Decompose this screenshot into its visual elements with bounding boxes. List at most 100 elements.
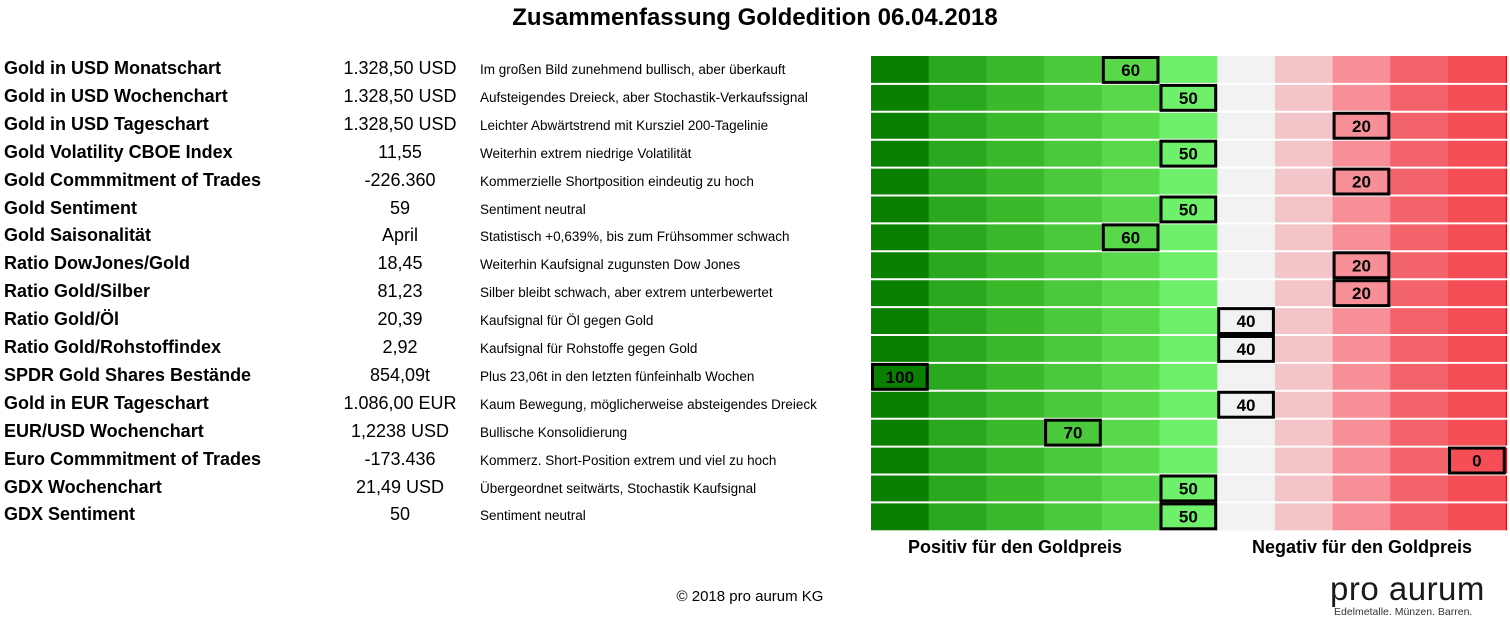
indicator-row: Gold in EUR Tageschart 1.086,00 EUR Kaum B… <box>0 389 870 417</box>
scale-column-6 <box>1217 56 1276 531</box>
indicator-value: 1.328,50 USD <box>343 58 457 78</box>
indicator-comment: Übergeordnet seitwärts, Stochastik Kaufs… <box>480 480 757 496</box>
indicator-label: SPDR Gold Shares Bestände <box>4 364 252 385</box>
logo-tagline: Edelmetalle. Münzen. Barren. <box>1334 606 1473 618</box>
indicator-value: -173.436 <box>364 448 436 469</box>
indicator-label: GDX Wochenchart <box>4 476 162 497</box>
score-marker-box <box>1332 111 1391 140</box>
score-marker: 50 <box>1159 474 1218 503</box>
score-marker-box <box>1448 446 1506 475</box>
indicator-value: 50 <box>389 504 411 525</box>
score-marker: 40 <box>1217 307 1275 336</box>
score-marker: 20 <box>1332 111 1391 140</box>
indicator-comment: Sentiment neutral <box>480 201 586 217</box>
indicator-comment: Bullische Konsolidierung <box>480 424 628 440</box>
score-marker: 40 <box>1217 390 1275 419</box>
indicator-row: Ratio Gold/Silber 81,23 Silber bleibt schw… <box>0 277 870 305</box>
indicator-label: Gold Commmitment of Trades <box>4 169 262 190</box>
score-value: 50 <box>1179 89 1198 108</box>
indicator-comment: Weiterhin Kaufsignal zugunsten Dow Jones <box>480 257 741 273</box>
scale-column-0 <box>871 56 930 531</box>
indicator-comment: Kommerzielle Shortposition eindeutig zu … <box>480 173 754 189</box>
indicator-row: Euro Commmitment of Trades -173.436 Kommer… <box>0 445 870 473</box>
score-marker: 50 <box>1159 139 1218 168</box>
indicator-comment: Im großen Bild zunehmend bullisch, aber … <box>480 62 786 77</box>
indicator-value: 2,92 <box>382 337 418 357</box>
score-marker: 50 <box>1159 83 1218 112</box>
score-value: 20 <box>1352 173 1371 192</box>
score-marker-box <box>871 362 929 391</box>
scale-column-5 <box>1159 56 1218 531</box>
score-value: 40 <box>1237 312 1256 331</box>
indicator-label: Gold in USD Tageschart <box>4 113 209 134</box>
scale-column-9 <box>1390 56 1449 531</box>
indicator-label: Gold Saisonalität <box>4 225 152 246</box>
score-marker-box <box>1332 167 1391 196</box>
score-marker-box <box>1101 223 1160 252</box>
score-marker: 20 <box>1332 167 1391 196</box>
indicator-value: 21,49 USD <box>355 476 445 497</box>
indicator-label: Ratio DowJones/Gold <box>4 253 191 274</box>
indicator-label: Euro Commmitment of Trades <box>4 448 262 469</box>
scale-column-4 <box>1101 56 1160 531</box>
indicator-row: SPDR Gold Shares Bestände 854,09t Plus 23,… <box>0 361 870 389</box>
score-marker: 70 <box>1044 418 1102 447</box>
score-value: 60 <box>1121 61 1140 80</box>
score-marker: 20 <box>1332 279 1391 308</box>
indicator-label: Ratio Gold/Rohstoffindex <box>4 337 221 357</box>
indicator-label: Gold Sentiment <box>4 197 138 218</box>
score-marker: 40 <box>1217 335 1275 363</box>
indicator-row: Ratio Gold/Rohstoffindex 2,92 Kaufsignal f… <box>0 333 870 361</box>
positive-axis-label: Positiv für den Goldpreis <box>907 537 1123 557</box>
score-marker: 100 <box>871 362 929 391</box>
score-marker: 60 <box>1101 223 1160 252</box>
indicator-label: GDX Sentiment <box>4 504 136 525</box>
scale-column-8 <box>1332 56 1391 531</box>
scale-column-7 <box>1274 56 1334 531</box>
score-marker-box <box>1101 56 1160 84</box>
indicator-row: Gold in USD Wochenchart 1.328,50 USD Aufst… <box>0 82 870 110</box>
score-value: 20 <box>1352 284 1371 303</box>
score-value: 70 <box>1063 424 1082 443</box>
score-marker-box <box>1159 195 1218 224</box>
indicator-row: GDX Sentiment 50 Sentiment neutral <box>0 500 870 528</box>
score-value: 50 <box>1179 507 1198 526</box>
indicator-label: Ratio Gold/Öl <box>4 309 119 330</box>
indicator-row: Gold Sentiment 59 Sentiment neutral <box>0 194 870 222</box>
indicator-comment: Silber bleibt schwach, aber extrem unter… <box>480 285 773 301</box>
indicator-comment: Aufsteigendes Dreieck, aber Stochastik-V… <box>480 89 808 105</box>
score-marker: 20 <box>1332 251 1391 280</box>
indicator-value: 1.328,50 USD <box>343 85 457 106</box>
score-value: 50 <box>1179 479 1198 498</box>
indicator-row: Gold in USD Monatschart 1.328,50 USD Im gr… <box>0 54 870 82</box>
indicator-value: 1.086,00 EUR <box>343 392 457 413</box>
indicator-row: Gold Saisonalität April Statistisch +0,639… <box>0 221 870 249</box>
indicator-label: EUR/USD Wochenchart <box>4 420 204 441</box>
score-marker-box <box>1217 307 1275 336</box>
score-marker-box <box>1332 279 1391 308</box>
indicator-comment: Leichter Abwärtstrend mit Kursziel 200-T… <box>480 117 769 133</box>
indicator-comment: Kaufsignal für Rohstoffe gegen Gold <box>480 341 698 356</box>
score-marker-box <box>1217 390 1275 419</box>
indicator-label: Gold in USD Wochenchart <box>4 85 228 106</box>
score-marker-box <box>1044 418 1102 447</box>
negative-axis-label: Negativ für den Goldpreis <box>1251 537 1473 557</box>
score-value: 100 <box>886 368 914 387</box>
indicator-row: Ratio DowJones/Gold 18,45 Weiterhin Kaufsi… <box>0 249 870 277</box>
indicator-value: 854,09t <box>369 364 431 385</box>
score-value: 50 <box>1179 145 1198 164</box>
score-heatmap: 60 50 20 50 20 50 60 20 20 40 40 100 40 70 0 50 50 <box>871 56 1507 531</box>
indicator-row: Gold Volatility CBOE Index 11,55 Weiterhin… <box>0 138 870 166</box>
indicator-comment: Sentiment neutral <box>480 508 586 524</box>
indicator-row: Gold Commmitment of Trades -226.360 Kommer… <box>0 166 870 194</box>
score-value: 20 <box>1352 117 1371 136</box>
indicator-value: April <box>381 225 418 246</box>
indicator-label: Gold Volatility CBOE Index <box>4 141 233 162</box>
score-marker: 60 <box>1101 56 1160 84</box>
indicator-label: Gold in EUR Tageschart <box>4 392 209 413</box>
score-marker: 50 <box>1159 195 1218 224</box>
indicator-value: -226.360 <box>364 169 436 190</box>
score-marker-box <box>1159 139 1218 168</box>
indicator-comment: Statistisch +0,639%, bis zum Frühsommer … <box>480 229 790 245</box>
score-value: 20 <box>1352 256 1371 275</box>
